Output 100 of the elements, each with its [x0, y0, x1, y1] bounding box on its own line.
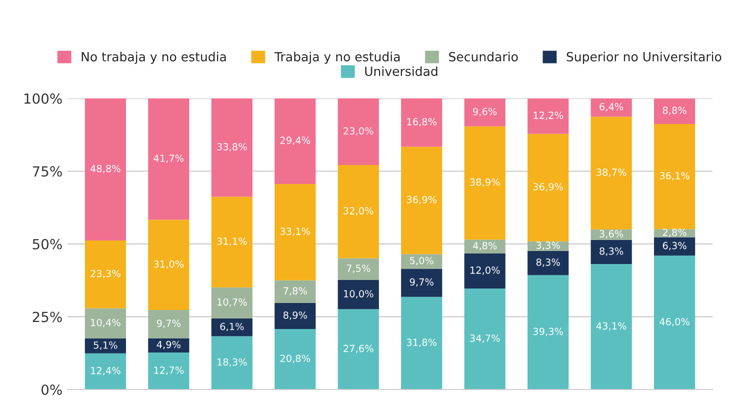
bar [464, 98, 506, 126]
bar [401, 268, 442, 297]
data-label: 38,7% [596, 168, 626, 177]
bar [274, 184, 316, 280]
data-label: 34,7% [470, 334, 500, 343]
data-label: 9,7% [156, 320, 180, 328]
data-label: 6,3% [662, 242, 686, 250]
data-label: 38,9% [470, 178, 500, 187]
data-label: 10,4% [91, 318, 120, 328]
bar [148, 352, 190, 390]
bar [528, 98, 569, 134]
data-label: 5,0% [410, 256, 434, 266]
bar [84, 98, 126, 240]
legend-label: Superior no Universitario [566, 52, 722, 64]
data-label: 31,0% [154, 260, 184, 269]
data-label: 10,0% [344, 290, 374, 298]
bar [401, 254, 442, 269]
data-label: 27,6% [344, 344, 374, 354]
bar [148, 220, 190, 310]
legend-label: Secundario [449, 52, 518, 62]
bar [274, 303, 316, 329]
bar [84, 240, 126, 308]
data-label: 48,8% [90, 164, 120, 174]
data-label: 9,6% [473, 108, 497, 116]
data-label: 33,8% [217, 143, 247, 152]
bar [590, 240, 632, 264]
data-label: 36,9% [406, 196, 437, 204]
data-label: 3,3% [536, 242, 560, 250]
data-label: 10,7% [218, 298, 247, 307]
data-label: 7,5% [346, 264, 370, 273]
bar [528, 134, 569, 242]
data-label: 8,8% [662, 106, 686, 116]
bar [274, 280, 316, 304]
data-label: 43,1% [596, 322, 626, 331]
data-label: 6,1% [220, 322, 244, 332]
data-label: 4,9% [156, 340, 180, 350]
legend-label: Universidad [365, 66, 438, 76]
bar [211, 318, 252, 336]
bar [464, 240, 506, 254]
bar [528, 250, 569, 276]
data-label: 39,3% [533, 328, 563, 336]
bar [464, 254, 506, 288]
data-label: 32,0% [344, 207, 374, 216]
bar [590, 116, 632, 230]
data-label: 46,0% [660, 318, 690, 326]
data-label: 4,8% [472, 242, 497, 250]
data-label: 8,3% [536, 258, 560, 267]
data-label: 31,8% [406, 338, 437, 348]
bar [401, 146, 442, 254]
bar [148, 338, 190, 353]
bar [338, 98, 379, 166]
legend-label: Trabaja y no estudia [274, 52, 400, 64]
data-label: 31,1% [217, 238, 247, 246]
bar [590, 264, 632, 390]
bar [401, 98, 442, 147]
bar [211, 336, 252, 390]
data-label: 23,3% [90, 270, 120, 278]
data-label: 20,8% [280, 354, 310, 364]
data-label: 12,7% [154, 366, 184, 375]
bar [590, 98, 632, 117]
y-tick-label: 50% [32, 238, 62, 250]
bar [148, 310, 190, 338]
data-label: 7,8% [284, 287, 307, 296]
bar [338, 258, 379, 280]
bar [338, 165, 379, 258]
bar [654, 256, 696, 390]
data-label: 16,8% [407, 118, 437, 126]
bar [654, 98, 696, 124]
bar [84, 353, 126, 390]
data-label: 5,1% [94, 341, 118, 350]
bar [654, 124, 696, 230]
data-label: 12,0% [470, 266, 500, 275]
bar [211, 98, 252, 197]
bar [211, 287, 252, 318]
data-label: 41,7% [154, 154, 184, 163]
bar [274, 98, 316, 184]
bar [148, 98, 190, 220]
data-label: 36,9% [533, 183, 563, 192]
bar [274, 328, 316, 390]
data-label: 29,4% [280, 136, 310, 146]
data-label: 18,3% [218, 358, 247, 367]
data-label: 12,4% [91, 366, 120, 376]
bar [84, 338, 126, 354]
bar [654, 237, 696, 256]
bar [464, 126, 506, 240]
y-tick-label: 100% [24, 93, 62, 104]
y-tick-label: 75% [32, 166, 62, 177]
bar [528, 275, 569, 390]
data-label: 8,9% [283, 311, 307, 320]
bar [84, 308, 126, 339]
bar [464, 288, 506, 390]
y-tick-label: 0% [42, 384, 62, 395]
bar [211, 196, 252, 288]
data-label: 2,8% [662, 228, 686, 237]
legend-label: No trabaja y no estudia [82, 52, 226, 64]
data-label: 3,6% [600, 230, 624, 238]
data-label: 23,0% [344, 127, 374, 136]
bar [401, 296, 442, 390]
data-label: 12,2% [534, 112, 563, 120]
bar [338, 309, 379, 390]
